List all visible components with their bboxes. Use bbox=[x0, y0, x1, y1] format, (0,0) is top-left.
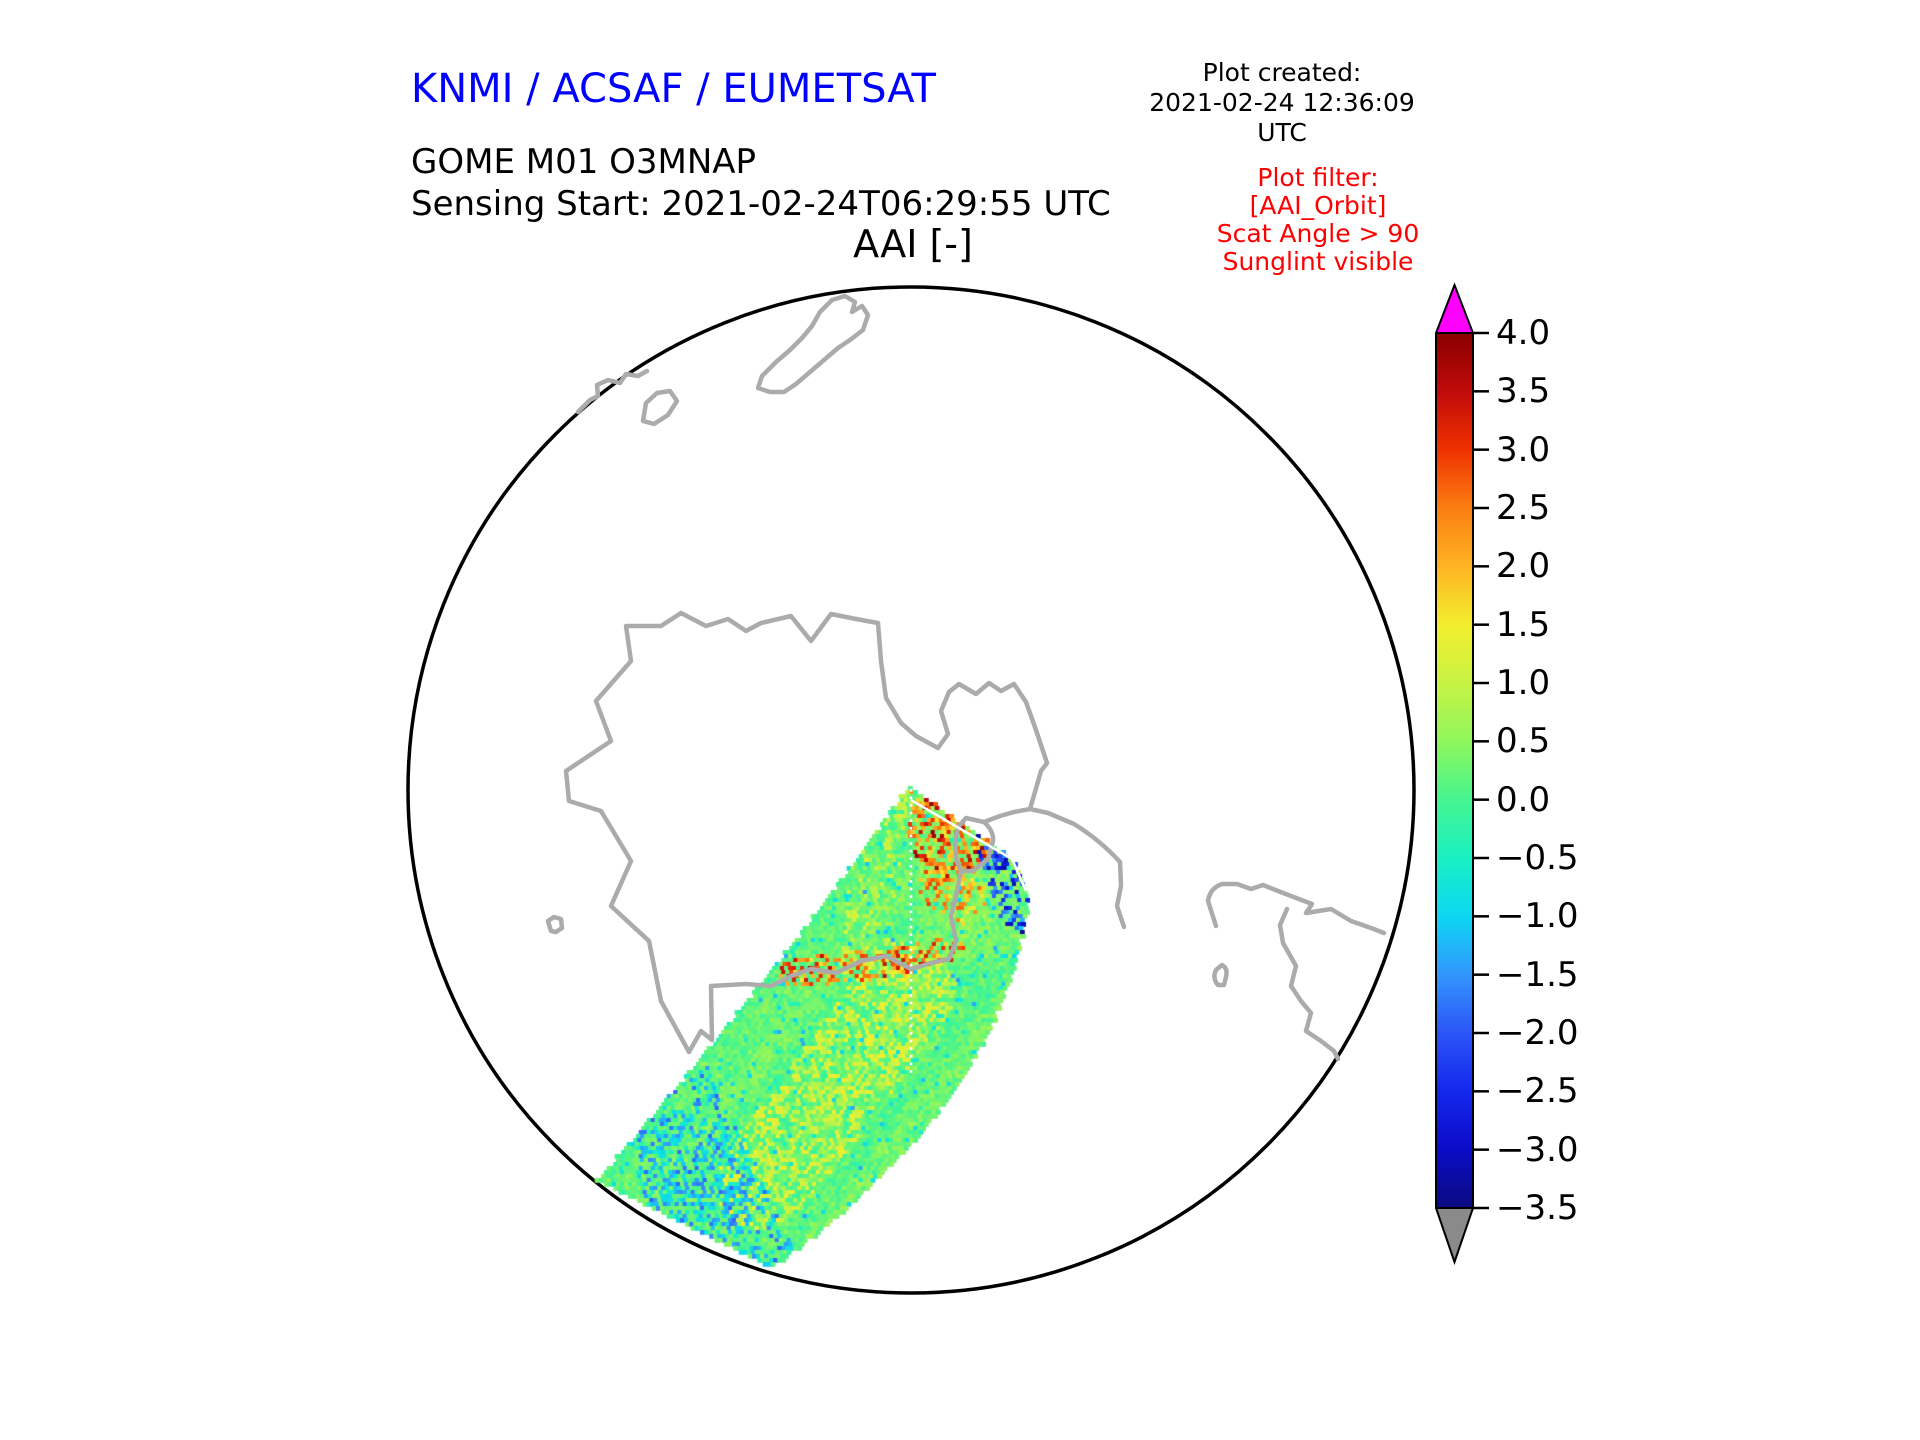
colorbar-tick-label: 2.0 bbox=[1496, 546, 1551, 587]
colorbar-tick-label: 1.5 bbox=[1496, 604, 1551, 645]
coastline-path bbox=[545, 914, 565, 935]
coastline-path bbox=[1277, 906, 1341, 1062]
colorbar-tick-label: 0.5 bbox=[1496, 721, 1551, 762]
colorbar-tick-label: 3.0 bbox=[1496, 429, 1551, 470]
colorbar-under-arrow bbox=[1436, 1208, 1473, 1262]
colorbar-tick-label: −0.5 bbox=[1496, 838, 1579, 878]
colorbar-tick-label: 1.0 bbox=[1496, 663, 1551, 703]
coastline-path bbox=[755, 293, 871, 395]
colorbar-gradient-bar bbox=[1436, 333, 1473, 1208]
colorbar-tick-label: 3.5 bbox=[1496, 371, 1551, 412]
coastline-path bbox=[981, 806, 1033, 825]
colorbar-tick-label: −3.0 bbox=[1496, 1129, 1579, 1170]
colorbar-tick-label: 2.5 bbox=[1496, 488, 1551, 528]
coastline-path bbox=[1212, 962, 1229, 988]
colorbar-tick-label: −1.0 bbox=[1496, 896, 1579, 937]
colorbar-tick-label: −1.5 bbox=[1496, 954, 1579, 995]
coastline-path bbox=[1205, 881, 1387, 936]
colorbar-ticks bbox=[1473, 331, 1489, 1210]
colorbar-tick-label: −2.5 bbox=[1496, 1071, 1579, 1112]
colorbar-tick-label: 4.0 bbox=[1496, 313, 1551, 353]
colorbar-tick-label: −3.5 bbox=[1496, 1188, 1579, 1228]
coastline-path bbox=[575, 368, 650, 415]
colorbar-tick-label: −2.0 bbox=[1496, 1013, 1579, 1053]
colorbar-over-arrow bbox=[1436, 285, 1473, 333]
coastline-path bbox=[640, 388, 680, 427]
colorbar-tick-label: 0.0 bbox=[1496, 779, 1551, 820]
swath-scanline bbox=[910, 798, 1028, 892]
